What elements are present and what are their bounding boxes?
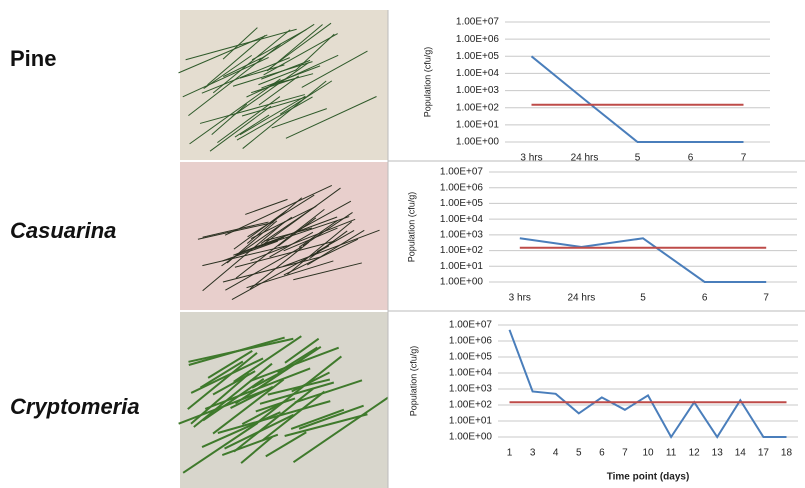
y-tick-label: 1.00E+05: [449, 352, 493, 363]
y-tick-label: 1.00E+06: [449, 336, 493, 347]
x-tick-label: 17: [758, 448, 770, 459]
x-tick-label: 5: [576, 448, 582, 459]
y-tick-label: 1.00E+04: [456, 68, 500, 79]
y-tick-label: 1.00E+02: [440, 245, 484, 256]
x-tick-label: 6: [702, 293, 708, 304]
y-tick-label: 1.00E+05: [440, 198, 484, 209]
y-tick-label: 1.00E+00: [456, 137, 500, 148]
x-tick-label: 24 hrs: [568, 293, 596, 304]
x-axis-label: Time point (days): [607, 472, 690, 483]
x-tick-label: 7: [741, 153, 747, 164]
y-tick-label: 1.00E+01: [449, 416, 493, 427]
x-tick-label: 3 hrs: [509, 293, 531, 304]
y-tick-label: 1.00E+04: [440, 214, 484, 225]
x-tick-label: 24 hrs: [571, 153, 599, 164]
x-tick-label: 5: [640, 293, 646, 304]
y-tick-label: 1.00E+01: [440, 261, 484, 272]
y-axis-label: Population (cfu/g): [422, 47, 432, 118]
x-tick-label: 3: [530, 448, 536, 459]
x-tick-label: 14: [735, 448, 747, 459]
figure: Pine 1.00E+00 1.00E+01 1.00E+02 1.00E+03 1.00…: [0, 0, 805, 488]
x-tick-label: 4: [553, 448, 559, 459]
x-tick-label: 3 hrs: [520, 153, 542, 164]
row-title: Pine: [10, 46, 56, 71]
y-axis-label: Population (cfu/g): [408, 346, 418, 417]
y-axis-label: Population (cfu/g): [406, 192, 416, 263]
y-tick-label: 1.00E+07: [449, 320, 493, 331]
y-tick-label: 1.00E+06: [456, 34, 500, 45]
x-tick-label: 5: [635, 153, 641, 164]
x-tick-label: 18: [781, 448, 793, 459]
y-tick-label: 1.00E+03: [456, 85, 500, 96]
x-tick-label: 6: [599, 448, 605, 459]
x-tick-label: 13: [712, 448, 724, 459]
x-tick-label: 7: [622, 448, 628, 459]
y-tick-label: 1.00E+02: [449, 400, 493, 411]
y-tick-label: 1.00E+02: [456, 102, 500, 113]
x-tick-label: 7: [763, 293, 769, 304]
x-tick-label: 11: [666, 448, 677, 459]
y-tick-label: 1.00E+00: [449, 432, 493, 443]
y-tick-label: 1.00E+04: [449, 368, 493, 379]
y-tick-label: 1.00E+03: [440, 229, 484, 240]
row-title: Cryptomeria: [10, 394, 140, 419]
y-tick-label: 1.00E+06: [440, 182, 484, 193]
x-tick-label: 12: [689, 448, 701, 459]
x-tick-label: 1: [507, 448, 513, 459]
y-tick-label: 1.00E+01: [456, 119, 500, 130]
y-tick-label: 1.00E+05: [456, 51, 500, 62]
y-tick-label: 1.00E+03: [449, 384, 493, 395]
row-title: Casuarina: [10, 218, 116, 243]
y-tick-label: 1.00E+07: [456, 17, 500, 28]
y-tick-label: 1.00E+00: [440, 277, 484, 288]
y-tick-label: 1.00E+07: [440, 167, 484, 178]
x-tick-label: 10: [642, 448, 654, 459]
x-tick-label: 6: [688, 153, 694, 164]
